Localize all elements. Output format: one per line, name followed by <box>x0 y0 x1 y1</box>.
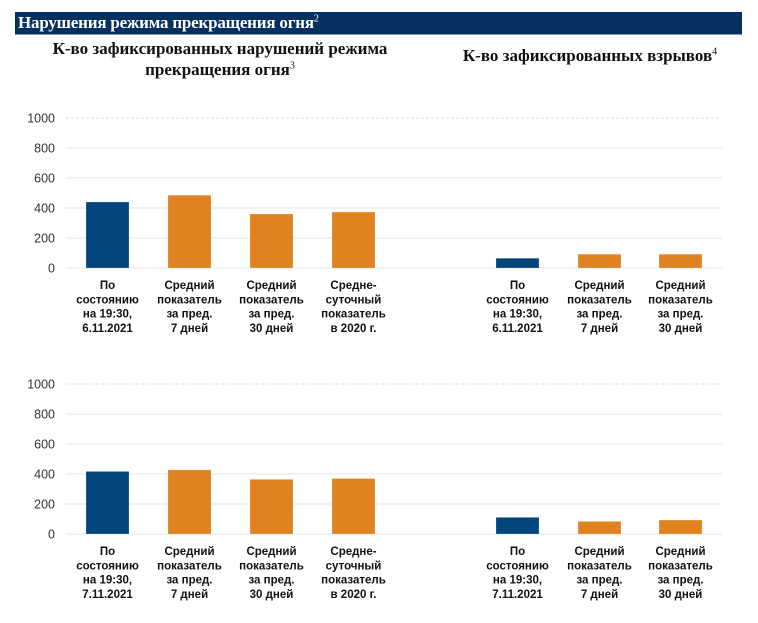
violations-6nov-bar <box>85 201 130 269</box>
violations-7nov-category-label: на 19:30, <box>83 575 132 587</box>
violations-6nov-bar <box>331 211 376 269</box>
violations-7nov-category-label: в 2020 г. <box>331 589 377 601</box>
explosions-footnote: 4 <box>712 46 718 58</box>
explosions-6nov-category-label: Средний <box>574 280 624 292</box>
violations-7nov-bar <box>167 469 212 535</box>
violations-6nov-category-label: 30 дней <box>250 323 294 335</box>
y-tick-label: 600 <box>34 438 55 452</box>
violations-6nov-category-label: на 19:30, <box>83 309 132 321</box>
violations-7nov-category-label: По <box>100 546 115 558</box>
explosions-7nov-category-label: Средний <box>655 546 705 558</box>
violations-7nov-category-label: Средний <box>246 546 296 558</box>
y-tick-label: 600 <box>34 172 55 186</box>
explosions-title-text: К-во зафиксированных взрывов <box>462 46 713 65</box>
explosions-6nov-category-label: 6.11.2021 <box>492 323 543 335</box>
explosions-7nov-bar <box>495 517 540 535</box>
violations-7nov-category-label: показатель <box>321 575 386 587</box>
explosions-7nov-bar <box>658 519 703 535</box>
explosions-7nov-bar <box>577 521 622 535</box>
violations-title-line2: прекращения огня <box>145 60 290 79</box>
violations-7nov-category-label: Средне- <box>330 546 376 558</box>
violations-7nov-category-label: показатель <box>157 560 222 572</box>
violations-6nov-category-label: Средний <box>164 280 214 292</box>
violations-chart-title: К-во зафиксированных нарушений режима пр… <box>20 38 420 80</box>
violations-6nov-category-label: 7 дней <box>171 323 208 335</box>
violations-7nov-bar <box>331 478 376 535</box>
violations-6nov-category-label: за пред. <box>166 309 212 321</box>
y-tick-label: 0 <box>48 528 55 542</box>
violations-footnote: 3 <box>289 60 295 72</box>
y-tick-label: 0 <box>48 262 55 276</box>
violations-7nov-category-label: за пред. <box>248 575 294 587</box>
y-tick-label: 1000 <box>27 112 55 126</box>
y-tick-label: 400 <box>34 202 55 216</box>
explosions-6nov-category-label: за пред. <box>576 309 622 321</box>
header-footnote: 2 <box>313 13 319 25</box>
explosions-7nov-category-label: 30 дней <box>659 589 703 601</box>
explosions-7nov-category-label: По <box>510 546 525 558</box>
violations-6nov-category-label: показатель <box>157 294 222 306</box>
y-tick-label: 800 <box>34 408 55 422</box>
explosions-6nov-category-label: По <box>510 280 525 292</box>
violations-6nov-category-label: за пред. <box>248 309 294 321</box>
explosions-7nov-category-label: показатель <box>567 560 632 572</box>
explosions-7nov-category-label: Средний <box>574 546 624 558</box>
violations-6nov-category-label: Средне- <box>330 280 376 292</box>
y-tick-label: 400 <box>34 468 55 482</box>
violations-title-line1: К-во зафиксированных нарушений режима <box>52 39 388 58</box>
violations-6nov-category-label: Средний <box>246 280 296 292</box>
violations-6nov-bar <box>167 194 212 269</box>
explosions-7nov-category-label: 7 дней <box>581 589 618 601</box>
violations-6nov-category-label: 6.11.2021 <box>82 323 133 335</box>
violations-7nov-category-label: Средний <box>164 546 214 558</box>
explosions-6nov-category-label: 30 дней <box>659 323 703 335</box>
y-tick-label: 200 <box>34 232 55 246</box>
explosions-6nov-category-label: показатель <box>567 294 632 306</box>
explosions-7nov-category-label: за пред. <box>657 575 703 587</box>
violations-7nov-category-label: суточный <box>326 560 382 572</box>
violations-6nov-bar <box>249 213 294 269</box>
explosions-6nov-bar <box>495 257 540 269</box>
violations-6nov-category-label: в 2020 г. <box>331 323 377 335</box>
explosions-6nov-category-label: показатель <box>648 294 713 306</box>
y-tick-label: 200 <box>34 498 55 512</box>
violations-7nov-bar <box>85 471 130 535</box>
violations-7nov-category-label: 7.11.2021 <box>82 589 133 601</box>
explosions-6nov-bar <box>577 253 622 269</box>
y-tick-label: 1000 <box>27 378 55 392</box>
explosions-6nov-category-label: на 19:30, <box>493 309 542 321</box>
explosions-6nov-category-label: Средний <box>655 280 705 292</box>
violations-6nov-category-label: показатель <box>239 294 304 306</box>
explosions-6nov-category-label: 7 дней <box>581 323 618 335</box>
explosions-7nov-category-label: состоянию <box>486 560 549 572</box>
violations-7nov-category-label: за пред. <box>166 575 212 587</box>
violations-6nov-category-label: По <box>100 280 115 292</box>
header-title-text: Нарушения режима прекращения огня <box>18 13 314 32</box>
explosions-6nov-category-label: состоянию <box>486 294 549 306</box>
section-header-bar: Нарушения режима прекращения огня2 <box>15 12 742 35</box>
y-tick-label: 800 <box>34 142 55 156</box>
explosions-6nov-bar <box>658 253 703 269</box>
explosions-chart-title: К-во зафиксированных взрывов4 <box>430 45 750 66</box>
explosions-7nov-category-label: на 19:30, <box>493 575 542 587</box>
violations-7nov-category-label: 30 дней <box>250 589 294 601</box>
violations-7nov-bar <box>249 479 294 535</box>
explosions-7nov-category-label: показатель <box>648 560 713 572</box>
section-header-title: Нарушения режима прекращения огня2 <box>18 13 319 33</box>
violations-6nov-category-label: показатель <box>321 309 386 321</box>
violations-7nov-category-label: показатель <box>239 560 304 572</box>
explosions-7nov-category-label: 7.11.2021 <box>492 589 543 601</box>
violations-7nov-category-label: 7 дней <box>171 589 208 601</box>
violations-7nov-category-label: состоянию <box>76 560 139 572</box>
violations-6nov-category-label: состоянию <box>76 294 139 306</box>
violations-6nov-category-label: суточный <box>326 294 382 306</box>
explosions-7nov-category-label: за пред. <box>576 575 622 587</box>
explosions-6nov-category-label: за пред. <box>657 309 703 321</box>
